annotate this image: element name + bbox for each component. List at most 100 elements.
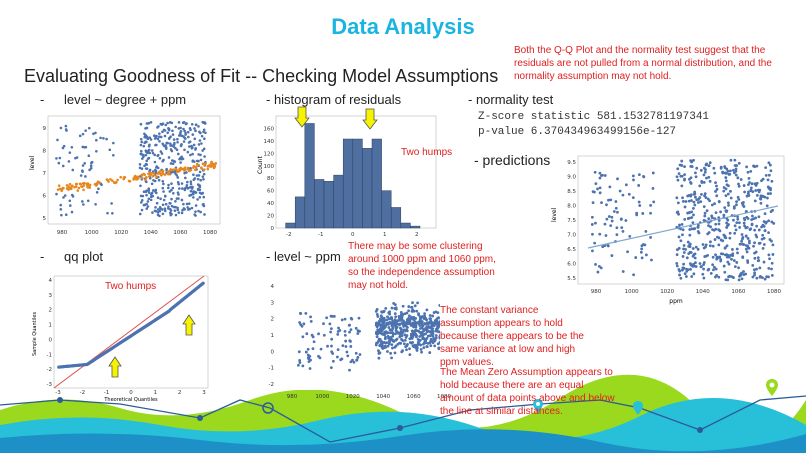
data-point	[177, 127, 181, 130]
data-point	[688, 233, 692, 237]
data-point	[761, 276, 764, 280]
y-tick-label: -1	[47, 352, 52, 358]
data-point	[84, 129, 87, 132]
fitted-point	[73, 185, 76, 189]
residual-point	[319, 347, 323, 351]
data-point	[112, 141, 115, 145]
data-point	[169, 148, 173, 151]
fitted-point	[68, 182, 72, 186]
two-humps-label: Two humps	[105, 281, 157, 292]
data-point	[713, 265, 716, 269]
data-point	[686, 194, 690, 198]
data-point	[690, 227, 694, 231]
residual-point	[308, 367, 312, 370]
up-arrow-icon	[182, 314, 196, 336]
data-point	[737, 161, 741, 165]
data-point	[681, 196, 684, 200]
data-point	[186, 187, 190, 190]
residual-point	[408, 353, 412, 357]
residual-point	[326, 344, 329, 348]
data-point	[169, 207, 172, 211]
data-point	[187, 135, 190, 139]
data-point	[593, 170, 597, 174]
data-point	[692, 272, 696, 276]
data-point	[194, 210, 197, 213]
data-point	[598, 186, 602, 190]
y-tick-label: 8.0	[567, 204, 576, 210]
fitted-point	[119, 175, 122, 179]
data-point	[169, 144, 172, 147]
data-point	[167, 183, 170, 187]
data-point	[722, 264, 726, 268]
data-point	[746, 237, 750, 240]
data-point	[86, 199, 90, 203]
residual-point	[306, 347, 310, 351]
residual-point	[376, 328, 380, 332]
data-point	[138, 163, 142, 166]
data-point	[176, 152, 180, 156]
residual-point	[398, 322, 402, 326]
data-point	[145, 150, 148, 154]
data-point	[158, 132, 161, 135]
y-tick-label: 4	[271, 284, 275, 290]
data-point	[698, 184, 702, 188]
residual-point	[331, 359, 335, 363]
data-point	[153, 209, 157, 213]
data-point	[728, 274, 732, 278]
constant-variance-note: The constant variance assumption appears…	[440, 304, 590, 369]
fitted-point	[69, 187, 73, 190]
data-point	[702, 267, 705, 271]
residual-point	[381, 327, 384, 331]
y-tick-label: 40	[267, 201, 274, 207]
residual-point	[392, 320, 396, 324]
data-point	[155, 134, 158, 138]
data-point	[678, 273, 681, 277]
data-point	[632, 273, 636, 277]
residual-point	[416, 337, 420, 341]
data-point	[191, 185, 194, 189]
data-point	[598, 232, 602, 236]
data-point	[161, 212, 165, 216]
residual-point	[394, 327, 398, 331]
residual-point	[406, 318, 409, 321]
data-point	[711, 255, 715, 259]
data-point	[170, 212, 173, 216]
data-point	[596, 270, 600, 274]
data-point	[95, 191, 99, 194]
data-point	[753, 251, 756, 255]
residual-point	[383, 330, 387, 334]
data-point	[145, 126, 149, 130]
data-point	[689, 181, 692, 184]
data-point	[713, 202, 716, 206]
data-point	[156, 137, 160, 141]
data-point	[167, 207, 170, 210]
data-point	[198, 170, 202, 174]
data-point	[144, 162, 148, 166]
data-point	[616, 177, 619, 181]
residual-point	[388, 328, 392, 332]
data-point	[199, 178, 203, 182]
residual-point	[429, 317, 432, 321]
data-point	[139, 143, 143, 147]
data-point	[702, 180, 706, 184]
data-point	[621, 270, 625, 273]
data-point	[161, 130, 164, 134]
data-point	[716, 235, 719, 239]
data-point	[746, 192, 750, 196]
data-point	[159, 135, 163, 139]
data-point	[637, 173, 641, 177]
histogram-chart: 160 140 120 100 80 60 40 20 0 -2 -1 0 1 2 Count	[257, 115, 437, 238]
residual-point	[317, 332, 320, 336]
residual-point	[407, 314, 411, 318]
data-point	[163, 207, 167, 211]
residual-point	[348, 368, 351, 372]
histogram-bar	[390, 207, 402, 229]
data-point	[140, 201, 143, 204]
data-point	[741, 256, 745, 259]
data-point	[743, 190, 747, 194]
residual-point	[405, 328, 409, 332]
fitted-point	[169, 168, 172, 171]
data-point	[94, 202, 97, 206]
data-point	[769, 192, 772, 195]
data-point	[601, 173, 604, 177]
